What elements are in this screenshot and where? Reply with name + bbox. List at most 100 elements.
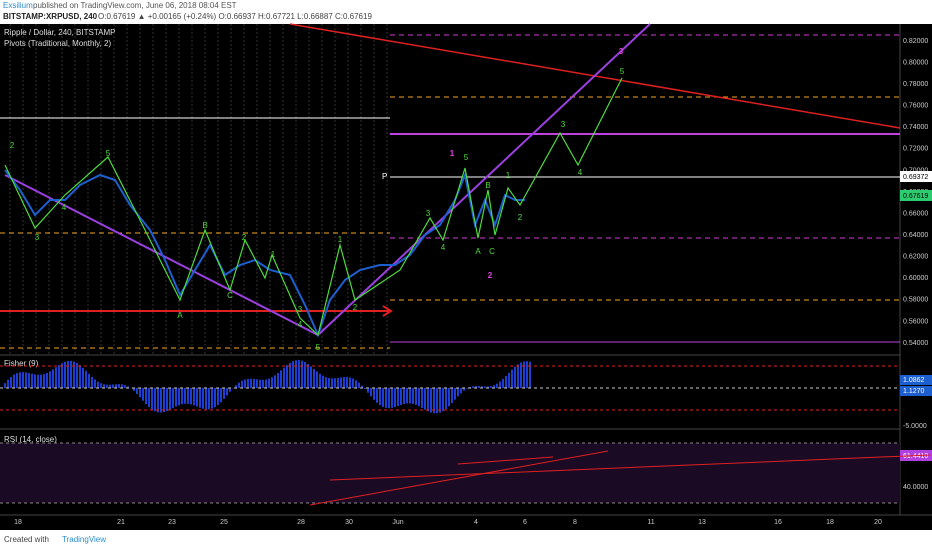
fisher-bar bbox=[208, 388, 210, 410]
fisher-bar bbox=[376, 388, 378, 403]
main-title: Ripple / Dollar, 240, BITSTAMP bbox=[4, 28, 115, 37]
fisher-bar bbox=[250, 378, 252, 388]
fisher-level: -5.0000 bbox=[903, 423, 927, 430]
price-tick: 0.80000 bbox=[903, 59, 928, 66]
fisher-bar bbox=[514, 366, 516, 388]
fisher-bar bbox=[283, 367, 285, 388]
fisher-bar bbox=[193, 388, 195, 406]
fisher-bar bbox=[484, 386, 486, 388]
fisher-bar bbox=[94, 379, 96, 388]
fisher-bar bbox=[100, 383, 102, 388]
fisher-bar bbox=[151, 388, 153, 410]
fisher-bar bbox=[436, 388, 438, 414]
date-tick: Jun bbox=[392, 519, 403, 526]
indicator-title: Pivots (Traditional, Monthly, 2) bbox=[4, 39, 111, 48]
fisher-bar bbox=[61, 363, 63, 388]
fisher-bar bbox=[346, 377, 348, 388]
fisher-bar bbox=[238, 382, 240, 388]
fisher-bar bbox=[337, 377, 339, 388]
fisher-bar bbox=[19, 372, 21, 388]
fisher-bar bbox=[64, 361, 66, 388]
fisher-bar bbox=[316, 371, 318, 388]
fisher-trigger: 1.1270 bbox=[903, 388, 925, 395]
fisher-bar bbox=[286, 365, 288, 388]
fisher-bar bbox=[268, 378, 270, 388]
fisher-bar bbox=[76, 363, 78, 388]
date-tick: 18 bbox=[14, 519, 22, 526]
fisher-bar bbox=[22, 372, 24, 388]
wave-label: 2 bbox=[353, 303, 358, 312]
date-tick: 13 bbox=[698, 519, 706, 526]
fisher-bar bbox=[166, 388, 168, 412]
fisher-bar bbox=[277, 372, 279, 388]
fisher-bar bbox=[88, 373, 90, 388]
price-tick: 0.74000 bbox=[903, 124, 928, 131]
fisher-bar bbox=[322, 375, 324, 388]
fisher-bar bbox=[517, 364, 519, 388]
fisher-bar bbox=[40, 374, 42, 388]
fisher-bar bbox=[409, 388, 411, 404]
wave-label: 5 bbox=[316, 343, 321, 352]
fisher-bar bbox=[244, 379, 246, 388]
fisher-bar bbox=[256, 379, 258, 388]
fisher-bar bbox=[226, 388, 228, 396]
date-tick: 11 bbox=[647, 519, 654, 526]
fisher-bar bbox=[247, 378, 249, 388]
fisher-bar bbox=[328, 378, 330, 388]
wave-label: B bbox=[485, 181, 490, 190]
fisher-bar bbox=[349, 377, 351, 388]
fisher-bar bbox=[466, 388, 468, 389]
date-tick: 21 bbox=[117, 519, 125, 526]
fisher-bar bbox=[301, 360, 303, 388]
wave-big-label: 3 bbox=[619, 47, 624, 56]
fisher-bar bbox=[427, 388, 429, 412]
wave-label: 2 bbox=[10, 141, 15, 150]
fisher-bar bbox=[304, 362, 306, 388]
fisher-bar bbox=[502, 378, 504, 388]
wave-label: 4 bbox=[578, 168, 583, 177]
fisher-bar bbox=[121, 384, 123, 388]
fisher-bar bbox=[442, 388, 444, 412]
fisher-bar bbox=[358, 382, 360, 388]
fisher-bar bbox=[133, 388, 135, 391]
price-tick: 0.58000 bbox=[903, 297, 928, 304]
fisher-bar bbox=[31, 373, 33, 388]
fisher-bar bbox=[352, 378, 354, 388]
fisher-bar bbox=[214, 388, 216, 408]
fisher-bar bbox=[364, 388, 366, 390]
fisher-bar bbox=[445, 388, 447, 410]
fisher-bar bbox=[46, 372, 48, 388]
fisher-bar bbox=[418, 388, 420, 407]
fisher-bar bbox=[154, 388, 156, 412]
fisher-bar bbox=[307, 363, 309, 388]
fisher-bar bbox=[499, 381, 501, 388]
fisher-bar bbox=[397, 388, 399, 407]
ohlc: O:0.67619 ▲ +0.00165 (+0.24%) O:0.66937 … bbox=[98, 12, 372, 21]
fisher-bar bbox=[388, 388, 390, 409]
fisher-value: 1.0862 bbox=[903, 377, 925, 384]
rsi-level: 40.0000 bbox=[903, 484, 928, 491]
date-tick: 28 bbox=[297, 519, 305, 526]
wave-label: 2 bbox=[518, 213, 523, 222]
fisher-bar bbox=[4, 383, 6, 388]
fisher-bar bbox=[259, 379, 261, 388]
publisher: Exsilium bbox=[3, 1, 33, 10]
fisher-bar bbox=[85, 370, 87, 388]
date-tick: 25 bbox=[220, 519, 228, 526]
fisher-bar bbox=[217, 388, 219, 406]
price-tick: 0.72000 bbox=[903, 146, 928, 153]
fisher-bar bbox=[475, 385, 477, 388]
fisher-bar bbox=[106, 384, 108, 388]
fisher-bar bbox=[334, 378, 336, 388]
price-tick: 0.54000 bbox=[903, 340, 928, 347]
wave-big-label: 1 bbox=[450, 149, 455, 158]
wave-label: A bbox=[177, 311, 183, 320]
fisher-bar bbox=[169, 388, 171, 410]
fisher-bar bbox=[310, 366, 312, 388]
date-tick: 16 bbox=[774, 519, 782, 526]
fisher-title: Fisher (9) bbox=[4, 359, 39, 368]
symbol: BITSTAMP:XRPUSD, 240 bbox=[3, 12, 98, 21]
date-tick: 8 bbox=[573, 519, 577, 526]
fisher-bar bbox=[457, 388, 459, 397]
